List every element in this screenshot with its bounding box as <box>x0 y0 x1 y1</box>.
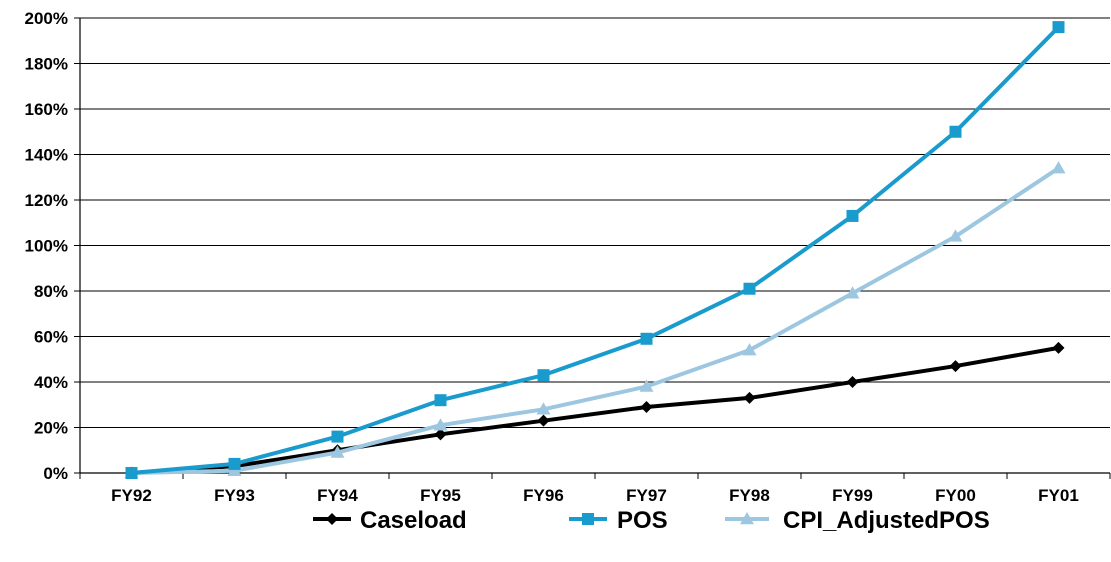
data-point-pos <box>743 282 756 295</box>
data-point-caseload <box>846 376 859 388</box>
gridlines <box>80 17 1110 428</box>
legend-item-cpi-adjustedpos: CPI_AdjustedPOS <box>725 507 990 534</box>
legend-label-cpi-adjustedpos: CPI_AdjustedPOS <box>783 507 990 534</box>
legend-item-caseload: Caseload <box>313 507 467 534</box>
data-point-caseload <box>434 428 447 441</box>
x-tick-label: FY99 <box>832 486 873 505</box>
legend-marker-cpi-adjustedpos <box>740 512 754 525</box>
y-axis-ticks: 0% 20% 40% 60% 80% 100% 120% 140% 160% 180% 200% <box>25 9 80 483</box>
data-point-cpi-adjustedpos <box>1051 161 1066 174</box>
data-point-cpi-adjustedpos <box>845 286 860 299</box>
legend-item-pos: POS <box>569 507 668 534</box>
y-tick-label: 0% <box>43 464 68 483</box>
y-tick-label: 200% <box>25 9 68 28</box>
x-tick-label: FY97 <box>626 486 667 505</box>
y-tick-label: 140% <box>25 146 68 165</box>
y-tick-label: 20% <box>34 419 68 438</box>
series-caseload <box>125 341 1065 479</box>
data-point-pos <box>228 457 241 470</box>
series-line-caseload <box>131 345 1059 475</box>
data-point-cpi-adjustedpos <box>948 229 963 242</box>
data-point-cpi-adjustedpos <box>639 379 654 392</box>
y-tick-label: 60% <box>34 328 68 347</box>
legend-marker-pos <box>582 513 594 525</box>
legend-marker-caseload <box>326 513 338 525</box>
x-tick-label: FY95 <box>420 486 461 505</box>
y-tick-label: 40% <box>34 373 68 392</box>
series-lines <box>124 21 1066 479</box>
data-point-pos <box>537 369 550 382</box>
data-point-pos <box>1052 21 1065 34</box>
y-tick-label: 180% <box>25 55 68 74</box>
series-cpi-adjustedpos <box>124 161 1066 479</box>
legend: Caseload POS CPI_AdjustedPOS <box>313 507 990 534</box>
series-pos <box>125 21 1065 479</box>
data-point-caseload <box>640 401 653 414</box>
data-point-pos <box>331 430 344 443</box>
x-axis-ticks: FY92 FY93 FY94 FY95 FY96 FY97 FY98 FY99 FY00 FY01 <box>79 473 1111 505</box>
x-tick-label: FY94 <box>317 486 358 505</box>
data-point-pos <box>846 209 859 222</box>
x-tick-label: FY98 <box>729 486 770 505</box>
x-tick-label: FY93 <box>214 486 255 505</box>
data-point-pos <box>434 394 447 407</box>
y-tick-label: 160% <box>25 100 68 119</box>
data-point-cpi-adjustedpos <box>330 445 345 458</box>
data-point-pos <box>125 467 138 479</box>
x-tick-label: FY92 <box>111 486 152 505</box>
data-point-pos <box>949 125 962 138</box>
data-point-pos <box>640 332 653 345</box>
legend-label-caseload: Caseload <box>360 507 467 534</box>
x-tick-label: FY01 <box>1038 486 1079 505</box>
legend-label-pos: POS <box>617 507 668 534</box>
x-tick-label: FY00 <box>935 486 976 505</box>
y-tick-label: 100% <box>25 237 68 256</box>
y-tick-label: 80% <box>34 282 68 301</box>
series-line-cpi-adjustedpos <box>131 166 1060 475</box>
data-point-caseload <box>1052 341 1065 354</box>
data-point-cpi-adjustedpos <box>536 402 551 415</box>
data-point-caseload <box>949 360 962 373</box>
x-tick-label: FY96 <box>523 486 564 505</box>
data-point-caseload <box>743 391 756 404</box>
data-point-cpi-adjustedpos <box>742 343 757 356</box>
y-tick-label: 120% <box>25 191 68 210</box>
data-point-caseload <box>537 414 550 427</box>
series-line-pos <box>131 25 1060 475</box>
data-point-cpi-adjustedpos <box>433 418 448 431</box>
